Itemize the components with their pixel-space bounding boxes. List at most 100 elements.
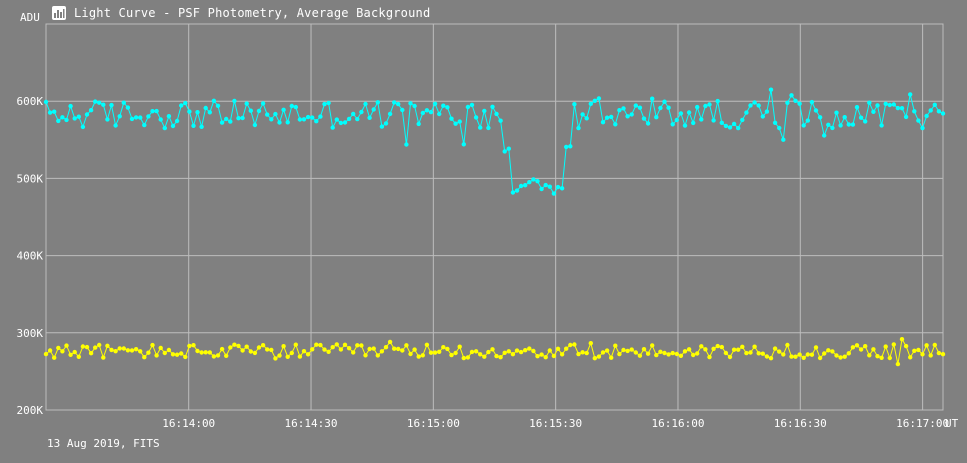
- data-point: [510, 190, 516, 195]
- x-tick-label: 16:15:30: [529, 417, 582, 430]
- data-point: [695, 351, 700, 356]
- data-point: [613, 343, 618, 348]
- data-point: [576, 125, 581, 131]
- data-point: [310, 115, 315, 120]
- data-point: [940, 111, 946, 116]
- data-point: [645, 351, 651, 356]
- data-point: [260, 101, 266, 106]
- data-point: [789, 354, 794, 359]
- y-axis-label: ADU: [20, 11, 40, 24]
- data-point: [617, 108, 622, 113]
- data-point: [183, 354, 188, 360]
- data-point: [596, 354, 602, 359]
- data-point: [256, 345, 262, 350]
- data-point: [301, 349, 307, 354]
- data-point: [408, 351, 413, 357]
- data-point: [183, 100, 188, 106]
- chart-app-icon: [52, 6, 66, 20]
- data-point: [928, 108, 933, 113]
- data-point: [330, 345, 335, 350]
- data-point: [891, 102, 896, 107]
- data-point: [748, 103, 753, 108]
- data-point: [133, 115, 139, 120]
- data-point: [396, 101, 401, 107]
- data-point: [314, 119, 319, 124]
- data-point: [297, 354, 303, 359]
- y-tick-label: 300K: [17, 327, 44, 340]
- data-point: [842, 354, 847, 359]
- series-1: [43, 87, 946, 196]
- data-point: [232, 98, 237, 104]
- data-point: [854, 105, 860, 110]
- data-point: [682, 123, 688, 128]
- data-point: [498, 118, 503, 123]
- tick-labels: 200K 300K 400K 500K 600K 16:14:00 16:14:30 16:1…: [17, 95, 950, 430]
- data-point: [740, 117, 745, 123]
- y-tick-label: 200K: [17, 404, 44, 417]
- data-point: [465, 355, 471, 360]
- data-point: [551, 191, 557, 196]
- data-point: [383, 121, 389, 126]
- data-point: [834, 110, 839, 115]
- data-point: [138, 115, 143, 120]
- data-point: [371, 346, 376, 351]
- data-point: [273, 356, 278, 361]
- data-point: [494, 353, 499, 359]
- data-point: [592, 98, 597, 104]
- data-point: [609, 114, 614, 120]
- data-point: [658, 349, 663, 354]
- data-point: [138, 349, 143, 354]
- data-point: [269, 117, 274, 122]
- data-point: [162, 350, 167, 356]
- data-point: [445, 346, 450, 352]
- data-point: [502, 149, 507, 154]
- data-point: [64, 117, 69, 123]
- data-point: [281, 344, 286, 349]
- data-point: [572, 102, 577, 107]
- data-point: [457, 344, 462, 349]
- data-point: [838, 355, 843, 360]
- data-point: [650, 96, 655, 101]
- data-point: [826, 348, 831, 353]
- data-point: [150, 342, 155, 348]
- data-point: [637, 353, 643, 358]
- data-point: [641, 116, 647, 121]
- title-bar: Light Curve - PSF Photometry, Average Ba…: [52, 4, 430, 22]
- data-point: [301, 117, 307, 122]
- data-point: [473, 115, 479, 120]
- data-point: [236, 343, 241, 349]
- data-point: [547, 184, 552, 189]
- data-point: [801, 123, 806, 128]
- data-point: [830, 125, 835, 131]
- data-point: [318, 114, 323, 119]
- data-point: [285, 120, 290, 125]
- data-point: [84, 112, 90, 117]
- data-point: [797, 352, 802, 357]
- data-point: [719, 344, 724, 350]
- data-point: [68, 103, 73, 109]
- data-point: [461, 355, 466, 361]
- data-point: [326, 100, 331, 106]
- data-point: [518, 183, 524, 189]
- data-point: [912, 348, 917, 353]
- data-point: [781, 137, 786, 142]
- data-point: [244, 344, 249, 349]
- data-point: [564, 346, 569, 351]
- data-point: [203, 105, 208, 111]
- data-point: [674, 351, 679, 357]
- data-point: [871, 347, 876, 352]
- data-point: [363, 353, 368, 358]
- data-point: [392, 346, 397, 351]
- data-point: [93, 99, 98, 104]
- data-point: [342, 342, 348, 347]
- series-line: [45, 89, 944, 195]
- data-point: [654, 115, 659, 120]
- data-point: [760, 114, 765, 119]
- data-point: [367, 346, 372, 352]
- data-point: [240, 348, 245, 353]
- data-point: [64, 343, 69, 348]
- data-point: [559, 352, 565, 357]
- data-point: [162, 125, 167, 131]
- data-point: [703, 103, 708, 109]
- data-point: [88, 108, 94, 113]
